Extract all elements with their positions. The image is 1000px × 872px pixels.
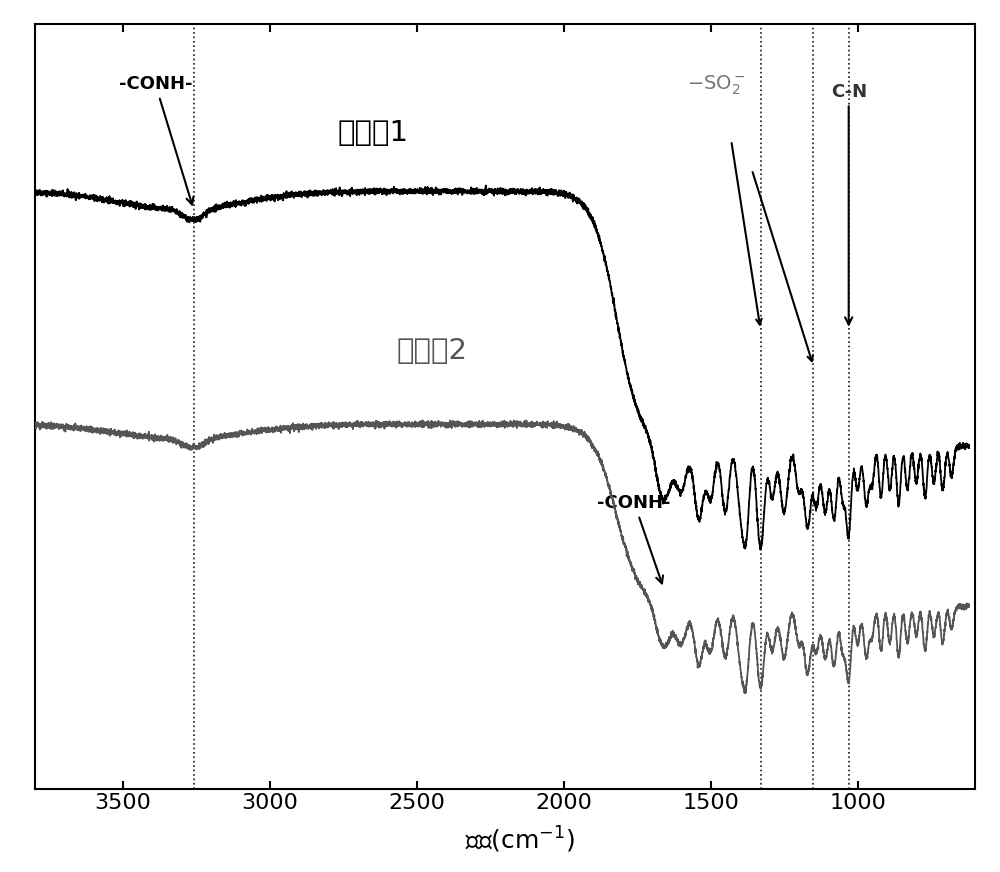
Text: $\mathsf{-SO_2^-}$: $\mathsf{-SO_2^-}$ xyxy=(687,73,746,97)
Text: -CONH-: -CONH- xyxy=(119,75,193,205)
Text: 实施例2: 实施例2 xyxy=(396,337,467,365)
Text: 波数(cm$^{-1}$): 波数(cm$^{-1}$) xyxy=(465,824,575,855)
Text: C-N: C-N xyxy=(831,83,867,324)
Text: 实施例1: 实施例1 xyxy=(337,119,408,147)
Text: -CONH-: -CONH- xyxy=(598,494,671,583)
